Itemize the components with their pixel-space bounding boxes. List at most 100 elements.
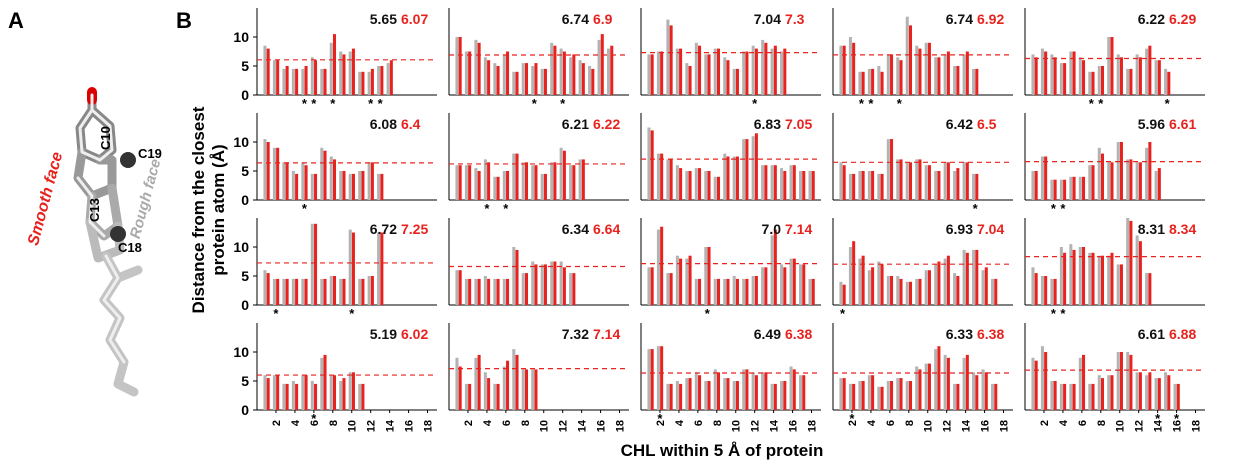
significance-mark: * bbox=[302, 96, 308, 111]
bar bbox=[862, 171, 865, 200]
bar bbox=[953, 384, 956, 410]
significance-mark: * bbox=[897, 96, 903, 111]
bar bbox=[286, 66, 289, 95]
x-tick-label: 4 bbox=[290, 419, 302, 426]
x-tick-label: 2 bbox=[463, 420, 475, 426]
bar bbox=[877, 262, 880, 306]
bar bbox=[975, 69, 978, 95]
bar bbox=[755, 276, 758, 305]
bar bbox=[267, 49, 270, 95]
bar bbox=[377, 233, 380, 306]
bar bbox=[295, 174, 298, 200]
bar bbox=[852, 43, 855, 95]
bar bbox=[493, 177, 496, 200]
bar bbox=[736, 157, 739, 201]
bar bbox=[660, 154, 663, 200]
bar bbox=[982, 270, 985, 305]
y-tick-label: 10 bbox=[233, 134, 249, 150]
bar bbox=[1107, 375, 1110, 410]
bar bbox=[1145, 273, 1148, 305]
bar bbox=[1088, 384, 1091, 410]
bar bbox=[881, 174, 884, 200]
bar bbox=[963, 250, 966, 305]
bar bbox=[975, 174, 978, 200]
bar bbox=[478, 171, 481, 200]
bar bbox=[925, 364, 928, 410]
bar bbox=[474, 358, 477, 410]
bar bbox=[342, 378, 345, 410]
bar bbox=[301, 279, 304, 305]
bar bbox=[503, 171, 506, 200]
bar bbox=[1060, 247, 1063, 305]
bar bbox=[1120, 264, 1123, 305]
significance-mark: * bbox=[1098, 96, 1104, 111]
bar bbox=[497, 384, 500, 410]
significance-mark: * bbox=[1051, 201, 1057, 216]
significance-mark: * bbox=[532, 96, 538, 111]
bar bbox=[839, 378, 842, 410]
bar bbox=[267, 142, 270, 200]
bar bbox=[1110, 253, 1113, 305]
mean-label: 6.29 bbox=[1169, 11, 1196, 27]
bar bbox=[1155, 60, 1158, 95]
bar bbox=[455, 165, 458, 200]
bar bbox=[868, 270, 871, 305]
bar bbox=[267, 273, 270, 305]
bar bbox=[1129, 159, 1132, 200]
y-tick-label: 10 bbox=[233, 29, 249, 45]
bar bbox=[733, 381, 736, 410]
mean-label: 6.74 bbox=[946, 11, 973, 27]
bar bbox=[1136, 235, 1139, 305]
mean-label: 7.32 bbox=[562, 326, 589, 342]
bar bbox=[1174, 384, 1177, 410]
y-axis-label: protein atom (Å) bbox=[209, 144, 228, 275]
bar bbox=[1136, 372, 1139, 410]
bar bbox=[906, 381, 909, 410]
x-tick-label: 14 bbox=[961, 419, 973, 432]
bar bbox=[900, 378, 903, 410]
bar bbox=[755, 133, 758, 200]
bar bbox=[1158, 60, 1161, 95]
bar bbox=[330, 43, 333, 95]
bar bbox=[676, 49, 679, 95]
bar bbox=[1148, 273, 1151, 305]
bar bbox=[314, 174, 317, 200]
bar bbox=[937, 57, 940, 95]
mean-label: 6.61 bbox=[1169, 116, 1196, 132]
mean-label: 6.9 bbox=[593, 11, 613, 27]
x-tick-label: 4 bbox=[866, 419, 878, 426]
bar bbox=[1050, 381, 1053, 410]
bar bbox=[790, 165, 793, 200]
bar bbox=[947, 358, 950, 410]
bar bbox=[560, 148, 563, 200]
bar bbox=[525, 162, 528, 200]
bar bbox=[771, 49, 774, 95]
bar bbox=[647, 267, 650, 305]
bar bbox=[1145, 375, 1148, 410]
bar bbox=[918, 369, 921, 410]
bar bbox=[1155, 378, 1158, 410]
bar bbox=[944, 259, 947, 305]
x-tick-label: 12 bbox=[366, 420, 378, 432]
mean-label: 6.22 bbox=[593, 116, 620, 132]
bar bbox=[793, 369, 796, 410]
bar bbox=[292, 69, 295, 95]
bar bbox=[695, 43, 698, 95]
bar bbox=[1079, 247, 1082, 305]
bar bbox=[368, 162, 371, 200]
bar bbox=[906, 282, 909, 305]
bar bbox=[774, 230, 777, 305]
bar bbox=[1054, 381, 1057, 410]
bar bbox=[286, 279, 289, 305]
bar bbox=[1110, 162, 1113, 200]
bar bbox=[276, 279, 279, 305]
bar bbox=[484, 372, 487, 410]
bar bbox=[774, 384, 777, 410]
y-axis-label: Distance from the closest bbox=[189, 106, 208, 313]
bar bbox=[881, 72, 884, 95]
significance-mark: * bbox=[311, 96, 317, 111]
bar bbox=[994, 384, 997, 410]
significance-mark: * bbox=[368, 96, 374, 111]
bar bbox=[465, 384, 468, 410]
x-tick-label: 6 bbox=[501, 420, 513, 426]
